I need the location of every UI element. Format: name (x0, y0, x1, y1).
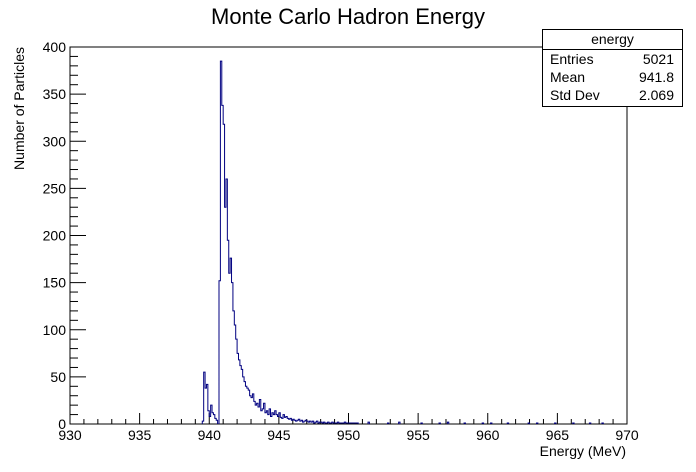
histogram-bin (554, 422, 557, 424)
histogram-bin (506, 422, 510, 424)
x-tick-label: 960 (476, 427, 500, 443)
x-tick-label: 930 (58, 427, 82, 443)
stats-value-mean: 941.8 (638, 69, 674, 85)
y-tick-label: 200 (43, 228, 67, 244)
histogram-bin (588, 422, 592, 424)
histogram-bin (420, 422, 423, 424)
x-tick-label: 965 (546, 427, 570, 443)
x-tick-label: 970 (615, 427, 639, 443)
chart-title: Monte Carlo Hadron Energy (211, 4, 485, 29)
x-tick-label: 935 (128, 427, 152, 443)
histogram-bin (601, 422, 604, 424)
y-tick-label: 300 (43, 133, 67, 149)
y-tick-label: 0 (58, 416, 66, 432)
histogram-bin (367, 421, 370, 424)
histogram-bin (438, 422, 441, 424)
histogram-bin (527, 422, 531, 424)
histogram-segment (218, 60, 359, 424)
stats-box-title: energy (543, 30, 682, 50)
histogram-bin (386, 422, 390, 424)
stats-label-stddev: Std Dev (550, 87, 600, 103)
stats-value-entries: 5021 (642, 51, 674, 67)
histogram-bin (481, 422, 485, 424)
y-tick-label: 350 (43, 86, 67, 102)
stats-row-mean: Mean 941.8 (543, 68, 682, 86)
stats-label-entries: Entries (550, 51, 594, 67)
stats-value-stddev: 2.069 (638, 87, 674, 103)
histogram-bin (490, 422, 493, 424)
x-tick-label: 945 (267, 427, 291, 443)
stats-row-entries: Entries 5021 (543, 50, 682, 68)
histogram-bin (535, 422, 539, 424)
stats-label-mean: Mean (550, 69, 586, 85)
y-tick-label: 100 (43, 322, 67, 338)
histogram-bin (463, 422, 466, 424)
x-tick-label: 955 (406, 427, 430, 443)
histogram-bars (201, 60, 604, 424)
stats-row-stddev: Std Dev 2.069 (543, 86, 682, 104)
y-tick-label: 50 (50, 369, 66, 385)
y-axis-label: Number of Particles (11, 47, 27, 170)
histogram-segment (201, 371, 219, 424)
histogram-bin (572, 422, 575, 424)
y-axis-ticks: 0 50 100 150 200 250 300 350 400 (43, 39, 86, 432)
x-tick-label: 950 (337, 427, 361, 443)
x-tick-label: 940 (198, 427, 222, 443)
stats-box: energy Entries 5021 Mean 941.8 Std Dev 2… (542, 29, 683, 107)
x-axis-label: Energy (MeV) (540, 443, 626, 459)
y-tick-label: 250 (43, 180, 67, 196)
histogram-bin (398, 421, 401, 424)
x-axis-ticks: 930 935 940 945 950 955 960 965 970 (58, 413, 639, 443)
y-tick-label: 400 (43, 39, 67, 55)
y-tick-label: 150 (43, 275, 67, 291)
histogram-bin (446, 421, 450, 424)
